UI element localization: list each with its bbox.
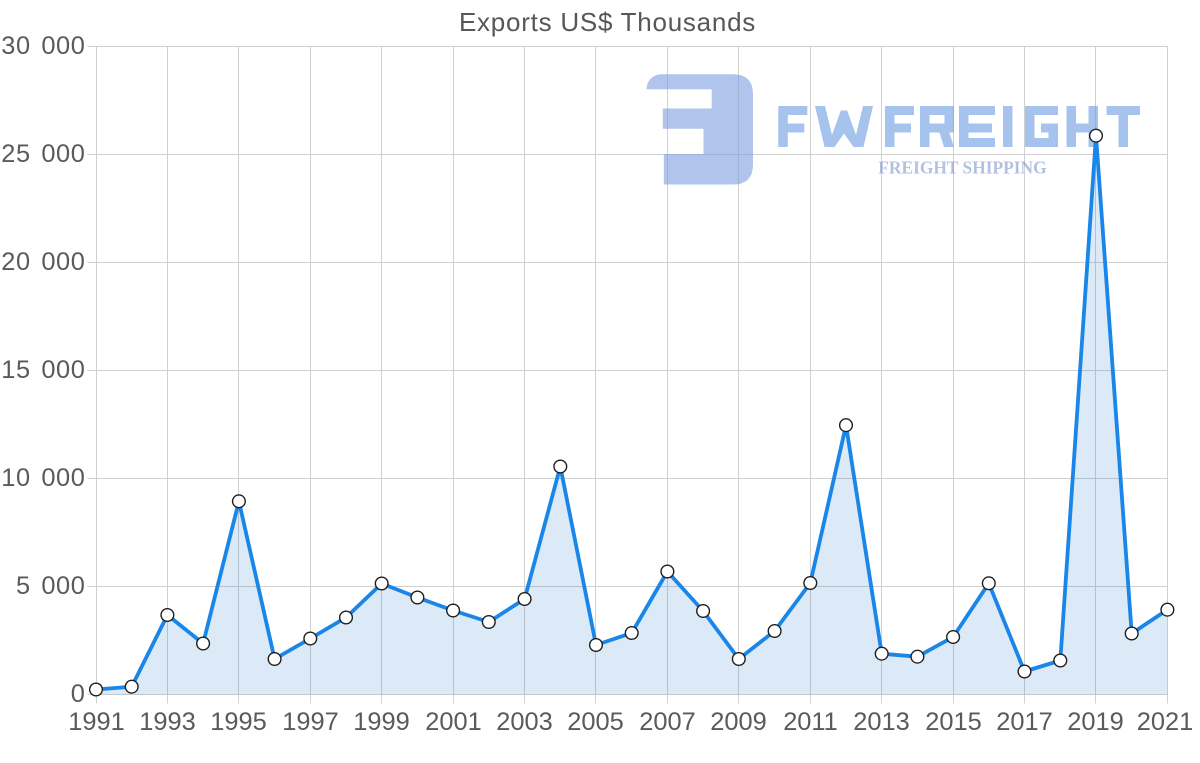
svg-text:2009: 2009 [710, 708, 766, 736]
svg-text:1995: 1995 [210, 708, 266, 736]
svg-text:2003: 2003 [496, 708, 552, 736]
svg-text:25 000: 25 000 [1, 140, 85, 168]
svg-text:2021: 2021 [1137, 708, 1193, 736]
svg-text:1999: 1999 [353, 708, 409, 736]
svg-text:2011: 2011 [783, 708, 838, 736]
svg-text:1993: 1993 [139, 708, 195, 736]
svg-text:FREIGHT SHIPPING: FREIGHT SHIPPING [878, 157, 1047, 177]
svg-text:10 000: 10 000 [1, 464, 85, 492]
svg-text:30 000: 30 000 [1, 32, 85, 60]
svg-text:Exports US$ Thousands: Exports US$ Thousands [459, 7, 756, 37]
svg-text:1991: 1991 [68, 708, 124, 736]
svg-text:2005: 2005 [567, 708, 623, 736]
svg-text:2013: 2013 [853, 708, 909, 736]
svg-text:15 000: 15 000 [1, 356, 85, 384]
svg-text:1997: 1997 [282, 708, 338, 736]
svg-text:2007: 2007 [639, 708, 695, 736]
svg-text:2017: 2017 [996, 708, 1052, 736]
svg-text:20 000: 20 000 [1, 248, 85, 276]
svg-text:2015: 2015 [925, 708, 981, 736]
svg-text:2019: 2019 [1067, 708, 1123, 736]
svg-text:5 000: 5 000 [16, 572, 86, 600]
svg-text:0: 0 [71, 680, 86, 708]
svg-text:2001: 2001 [425, 708, 481, 736]
